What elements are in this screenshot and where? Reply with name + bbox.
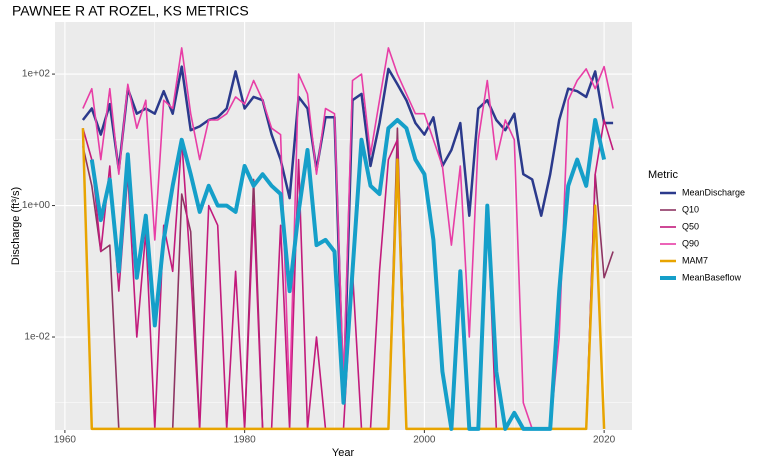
y-tick-label: 1e+02 xyxy=(22,69,51,80)
x-axis-label: Year xyxy=(332,447,355,459)
series-line xyxy=(81,128,606,431)
y-tick-label: 1e-02 xyxy=(24,332,50,343)
legend-label: MeanBaseflow xyxy=(682,272,742,282)
legend-label: Q10 xyxy=(682,204,699,214)
chart-title: PAWNEE R AT ROZEL, KS METRICS xyxy=(12,3,249,19)
x-tick-label: 1960 xyxy=(54,435,77,446)
x-tick-label: 2000 xyxy=(413,435,436,446)
y-axis-label: Discharge (ft³/s) xyxy=(10,187,22,265)
x-tick-label: 2020 xyxy=(593,435,616,446)
series-line xyxy=(82,47,614,430)
y-tick-label: 1e+00 xyxy=(22,200,51,211)
legend-title: Metric xyxy=(648,169,678,181)
x-tick-label: 1980 xyxy=(234,435,257,446)
series-line xyxy=(89,118,607,431)
legend-label: MeanDischarge xyxy=(682,187,745,197)
legend-label: Q50 xyxy=(682,221,699,231)
legend-label: MAM7 xyxy=(682,255,708,265)
legend-label: Q90 xyxy=(682,238,699,248)
